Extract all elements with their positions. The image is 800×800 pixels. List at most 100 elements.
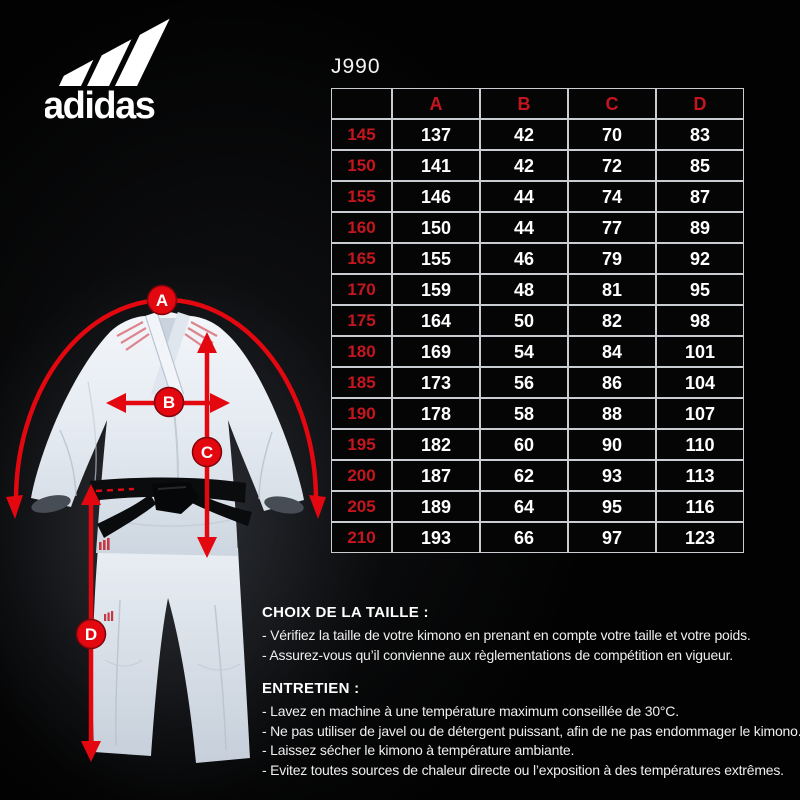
table-row: 195 182 60 90 110	[331, 429, 744, 460]
value-cell: 42	[480, 119, 568, 150]
value-cell: 155	[392, 243, 480, 274]
value-cell: 86	[568, 367, 656, 398]
right-sleeve-cuff	[264, 496, 304, 514]
table-row: 155 146 44 74 87	[331, 181, 744, 212]
badge-letter-c: C	[201, 443, 213, 462]
value-cell: 95	[656, 274, 744, 305]
value-cell: 95	[568, 491, 656, 522]
value-cell: 104	[656, 367, 744, 398]
size-cell: 170	[331, 274, 392, 305]
value-cell: 89	[656, 212, 744, 243]
waist-dashed-line	[95, 487, 135, 493]
table-row: 185 173 56 86 104	[331, 367, 744, 398]
shoulder-stripes	[116, 321, 218, 351]
value-cell: 146	[392, 181, 480, 212]
value-cell: 173	[392, 367, 480, 398]
value-cell: 82	[568, 305, 656, 336]
table-row: 205 189 64 95 116	[331, 491, 744, 522]
measure-badge-b	[153, 386, 185, 418]
value-cell: 83	[656, 119, 744, 150]
table-row: 160 150 44 77 89	[331, 212, 744, 243]
bullet-line: - Laissez sécher le kimono à température…	[262, 742, 575, 758]
table-row: 190 178 58 88 107	[331, 398, 744, 429]
value-cell: 137	[392, 119, 480, 150]
value-cell: 101	[656, 336, 744, 367]
value-cell: 42	[480, 150, 568, 181]
left-sleeve-cuff	[31, 495, 71, 513]
text-section-0: CHOIX DE LA TAILLE : - Vérifiez la taille…	[262, 604, 797, 665]
value-cell: 187	[392, 460, 480, 491]
value-cell: 77	[568, 212, 656, 243]
table-row: 165 155 46 79 92	[331, 243, 744, 274]
right-lapel	[150, 311, 191, 399]
badge-letter-d: D	[85, 625, 97, 644]
size-cell: 210	[331, 522, 392, 553]
value-cell: 81	[568, 274, 656, 305]
column-header-b: B	[480, 88, 568, 119]
size-cell: 155	[331, 181, 392, 212]
value-cell: 72	[568, 150, 656, 181]
table-row: 145 137 42 70 83	[331, 119, 744, 150]
value-cell: 141	[392, 150, 480, 181]
size-cell: 165	[331, 243, 392, 274]
black-belt	[90, 477, 252, 538]
value-cell: 97	[568, 522, 656, 553]
value-cell: 164	[392, 305, 480, 336]
size-table: A B C D 145 137 42 70 83 150 141 42 72 85 155 146 44 74 87…	[331, 88, 744, 553]
bullet-line: - Assurez-vous qu’il convienne aux règle…	[262, 646, 733, 663]
belt-knot	[152, 482, 199, 514]
value-cell: 50	[480, 305, 568, 336]
value-cell: 70	[568, 119, 656, 150]
value-cell: 93	[568, 460, 656, 491]
value-cell: 92	[656, 243, 744, 274]
care-instructions: CHOIX DE LA TAILLE : - Vérifiez la taille…	[262, 604, 800, 795]
value-cell: 48	[480, 274, 568, 305]
value-cell: 60	[480, 429, 568, 460]
value-cell: 98	[656, 305, 744, 336]
kimono-jacket	[31, 311, 304, 556]
value-cell: 178	[392, 398, 480, 429]
value-cell: 123	[656, 522, 744, 553]
value-cell: 113	[656, 460, 744, 491]
value-cell: 88	[568, 398, 656, 429]
size-cell: 200	[331, 460, 392, 491]
size-cell: 195	[331, 429, 392, 460]
size-cell: 175	[331, 305, 392, 336]
value-cell: 64	[480, 491, 568, 522]
text-section-1: ENTRETIEN : - Lavez en machine à une temp…	[262, 680, 800, 780]
column-header-c: C	[568, 88, 656, 119]
table-row: 150 141 42 72 85	[331, 150, 744, 181]
table-row: 170 159 48 81 95	[331, 274, 744, 305]
table-row: 180 169 54 84 101	[331, 336, 744, 367]
adidas-logo: adidas	[45, 18, 170, 124]
size-cell: 145	[331, 119, 392, 150]
table-row: 200 187 62 93 113	[331, 460, 744, 491]
table-row: 175 164 50 82 98	[331, 305, 744, 336]
value-cell: 58	[480, 398, 568, 429]
adidas-wordmark: adidas	[45, 85, 155, 124]
section-heading: ENTRETIEN :	[262, 680, 360, 697]
value-cell: 193	[392, 522, 480, 553]
value-cell: 107	[656, 398, 744, 429]
product-code: J990	[331, 55, 381, 78]
bullet-line: - Vérifiez la taille de votre kimono en …	[262, 627, 751, 643]
value-cell: 54	[480, 336, 568, 367]
kimono-pants	[92, 548, 251, 763]
value-cell: 74	[568, 181, 656, 212]
value-cell: 116	[656, 491, 744, 522]
three-stripes-icon	[59, 18, 170, 86]
measurement-badges: A B C D	[75, 284, 223, 650]
value-cell: 90	[568, 429, 656, 460]
value-cell: 110	[656, 429, 744, 460]
measure-arrow-a	[13, 297, 319, 501]
left-lapel	[144, 311, 185, 399]
value-cell: 79	[568, 243, 656, 274]
column-header-d: D	[656, 88, 744, 119]
value-cell: 159	[392, 274, 480, 305]
value-cell: 189	[392, 491, 480, 522]
column-header-a: A	[392, 88, 480, 119]
badge-letter-a: A	[156, 291, 168, 310]
size-cell: 205	[331, 491, 392, 522]
